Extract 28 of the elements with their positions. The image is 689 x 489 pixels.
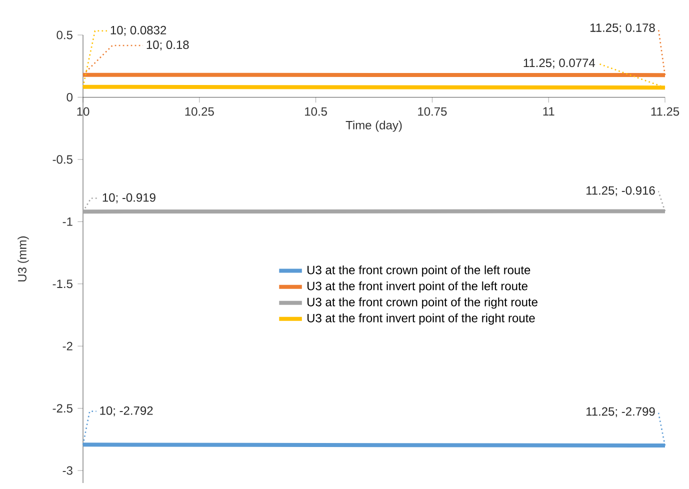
x-tick-label: 11 bbox=[543, 107, 554, 116]
legend-label: U3 at the front invert point of the right route bbox=[307, 314, 535, 325]
data-label: 11.25; 0.0774 bbox=[524, 58, 596, 69]
y-tick-label: -1 bbox=[62, 218, 72, 226]
legend-label: U3 at the front crown point of the left route bbox=[307, 265, 530, 277]
data-label: 10; 0.18 bbox=[146, 40, 189, 50]
data-label: 11.25; -2.799 bbox=[586, 407, 655, 418]
x-tick-label: 10.5 bbox=[305, 107, 327, 116]
data-label: 11.25; 0.178 bbox=[590, 23, 655, 34]
y-tick-label: -1.5 bbox=[52, 280, 72, 288]
x-tick-label: 10 bbox=[77, 107, 90, 116]
legend-label: U3 at the front crown point of the right route bbox=[307, 297, 538, 309]
x-axis-title: Time (day) bbox=[346, 120, 402, 132]
legend-label: U3 at the front invert point of the left route bbox=[307, 281, 528, 293]
y-tick-label: -2 bbox=[62, 342, 72, 350]
data-label: 11.25; -0.916 bbox=[586, 186, 655, 196]
data-label: 10; -2.792 bbox=[100, 406, 153, 416]
data-label: 10; 0.0832 bbox=[110, 26, 166, 36]
x-tick-label: 11.25 bbox=[651, 107, 680, 116]
y-tick-label: 0.5 bbox=[56, 30, 72, 40]
data-label: 10; -0.919 bbox=[102, 193, 156, 204]
y-tick-label: -0.5 bbox=[52, 155, 72, 164]
x-tick-label: 10.25 bbox=[185, 107, 214, 116]
y-axis-title: U3 (mm) bbox=[18, 236, 29, 282]
y-tick-label: 0 bbox=[66, 92, 72, 102]
x-tick-label: 10.75 bbox=[418, 107, 447, 116]
y-tick-label: -2.5 bbox=[52, 404, 72, 413]
y-tick-label: -3 bbox=[62, 466, 72, 475]
